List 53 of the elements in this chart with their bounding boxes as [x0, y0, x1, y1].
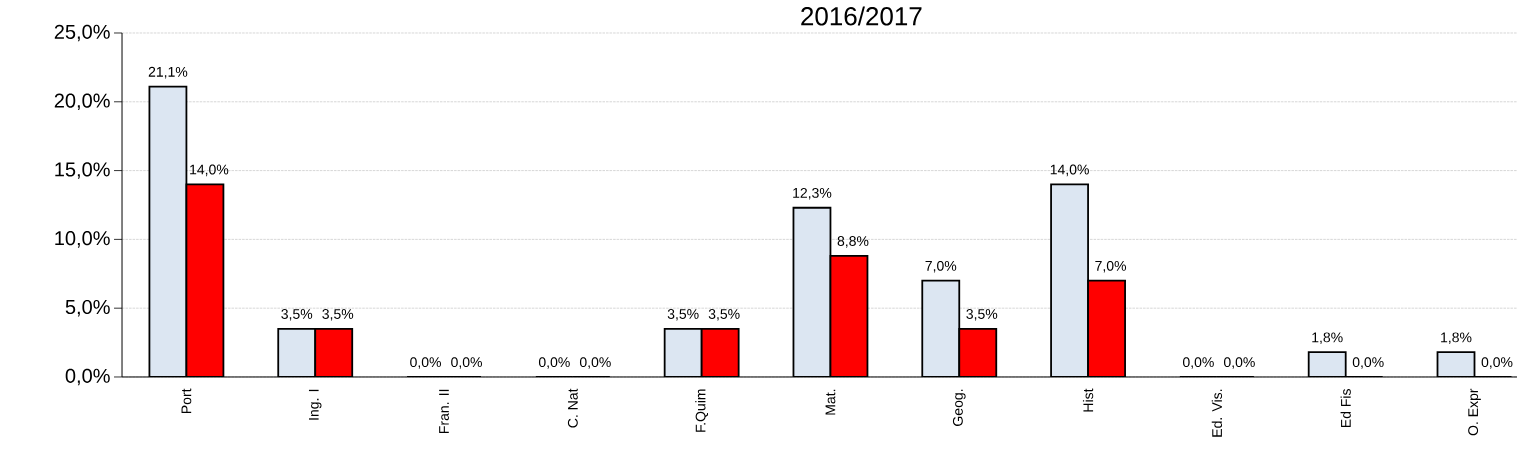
data-label: 0,0% — [1352, 357, 1384, 369]
bar — [921, 279, 961, 377]
x-tick-label: C. Nat — [567, 388, 578, 428]
bar — [792, 206, 832, 377]
data-label: 3,5% — [281, 309, 313, 321]
bar — [314, 327, 354, 377]
data-label: 7,0% — [1095, 260, 1127, 273]
x-tick-label: Ing. I — [308, 389, 322, 420]
data-label: 21,1% — [148, 66, 188, 79]
chart-title: 2016/2017 — [801, 6, 922, 26]
data-label: 14,0% — [1050, 164, 1089, 177]
bar — [663, 327, 703, 377]
x-tick-label: Ed. Vis. — [1211, 389, 1223, 437]
y-tick-label: 20,0% — [54, 93, 110, 111]
x-tick-label: F.Quim — [695, 389, 709, 432]
data-label: 8,8% — [837, 236, 869, 248]
x-tick-label: Mat. — [825, 389, 836, 415]
data-label: 7,0% — [925, 260, 957, 273]
x-tick-label: Geog. — [952, 389, 966, 426]
bar — [829, 255, 869, 377]
data-label: 3,5% — [667, 309, 699, 321]
data-label: 0,0% — [579, 357, 611, 369]
data-label: 0,0% — [1223, 357, 1255, 369]
y-tick-label: 25,0% — [54, 24, 110, 42]
data-label: 1,8% — [1312, 332, 1343, 345]
y-tick-label: 0,0% — [65, 368, 110, 386]
bar — [148, 85, 188, 377]
bar — [1050, 183, 1089, 377]
y-tick-label: 5,0% — [65, 299, 110, 317]
data-label: 0,0% — [451, 357, 482, 369]
x-tick-label: Fran. II — [439, 389, 449, 433]
data-label: 3,5% — [966, 309, 998, 321]
bar — [700, 327, 740, 377]
data-label: 3,5% — [322, 309, 354, 321]
bar — [958, 327, 998, 377]
y-tick-label: 10,0% — [55, 231, 110, 248]
data-label: 0,0% — [1182, 357, 1214, 369]
x-tick-label: Ed Fis — [1340, 389, 1351, 428]
data-label: 14,0% — [190, 164, 229, 177]
data-label: 0,0% — [410, 357, 441, 369]
data-label: 1,8% — [1441, 332, 1472, 345]
y-tick-label: 15,0% — [55, 162, 110, 179]
data-label: 12,3% — [793, 187, 832, 200]
x-tick-label: Port — [181, 388, 192, 414]
bar — [1436, 351, 1476, 377]
bar — [185, 183, 225, 377]
bar — [1087, 279, 1126, 377]
bar — [277, 327, 317, 377]
data-label: 3,5% — [708, 309, 740, 321]
x-tick-label: Hist — [1082, 388, 1094, 412]
data-label: 0,0% — [1481, 357, 1513, 369]
x-tick-label: O. Expr — [1468, 388, 1481, 436]
data-label: 0,0% — [538, 357, 570, 369]
